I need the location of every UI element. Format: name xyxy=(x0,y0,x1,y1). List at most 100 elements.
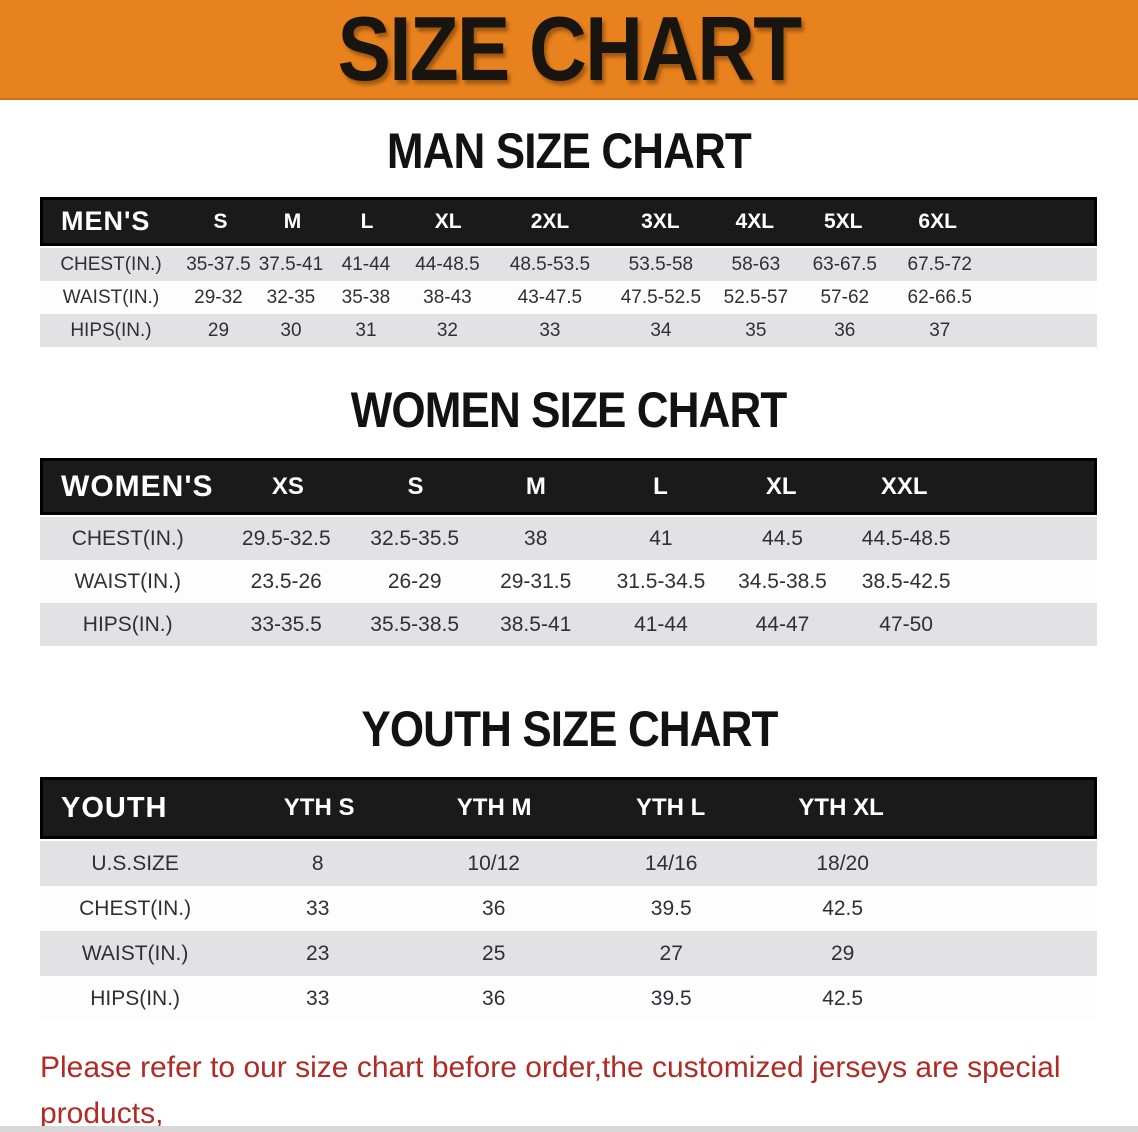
size-value: 29.5-32.5 xyxy=(241,526,331,550)
table-header-row: YOUTH YTH S YTH M YTH L YTH XL xyxy=(40,777,1097,839)
size-column-header: YTH S xyxy=(283,794,355,821)
size-value: 44-48.5 xyxy=(415,253,480,275)
banner-title: SIZE CHART xyxy=(337,0,803,100)
size-column-header: YTH L xyxy=(635,794,706,821)
table-header-row: WOMEN'S XS S M L XL XXL xyxy=(40,458,1097,515)
size-value: 38.5-41 xyxy=(500,612,572,636)
section-title-youth-text: YOUTH SIZE CHART xyxy=(360,701,778,757)
size-value: 35.5-38.5 xyxy=(370,612,460,636)
size-column-header: YTH M xyxy=(456,794,532,821)
row-label: WAIST(IN.) xyxy=(74,569,181,593)
table-row: WAIST(IN.) 29-32 32-35 35-38 38-43 43-47.5 47.… xyxy=(40,281,1097,314)
size-column-header: L xyxy=(360,209,374,233)
size-column-header: XL xyxy=(765,472,797,500)
size-column-header: M xyxy=(525,472,546,500)
size-value: 62-66.5 xyxy=(907,286,972,308)
size-value: 41 xyxy=(649,526,673,550)
size-value: 37 xyxy=(929,319,951,341)
women-size-table: WOMEN'S XS S M L XL XXL CHEST(IN.) 29.5-32.5 32.5… xyxy=(40,458,1097,646)
size-value: 38.5-42.5 xyxy=(861,569,951,593)
size-value: 39.5 xyxy=(650,896,692,920)
size-column-header: S xyxy=(407,472,424,500)
row-label: CHEST(IN.) xyxy=(60,253,162,275)
size-column-header: L xyxy=(653,472,668,500)
size-value: 42.5 xyxy=(822,896,864,920)
row-label: HIPS(IN.) xyxy=(82,612,173,636)
size-value: 44-47 xyxy=(755,612,810,636)
section-title-youth: YOUTH SIZE CHART xyxy=(0,704,1138,754)
size-value: 67.5-72 xyxy=(907,253,972,275)
size-value: 23 xyxy=(306,941,330,965)
table-row: CHEST(IN.) 29.5-32.5 32.5-35.5 38 41 44.5 44.5… xyxy=(40,517,1097,560)
size-column-header: M xyxy=(283,209,302,233)
table-header-label: WOMEN'S xyxy=(61,469,214,503)
size-value: 33 xyxy=(306,986,330,1010)
size-value: 27 xyxy=(659,941,683,965)
size-column-header: 5XL xyxy=(823,209,863,233)
table-header-row: MEN'S S M L XL 2XL 3XL 4XL 5XL 6XL xyxy=(40,197,1097,246)
row-label: WAIST(IN.) xyxy=(81,941,189,965)
size-value: 32 xyxy=(436,319,458,341)
size-value: 52.5-57 xyxy=(723,286,789,308)
size-value: 30 xyxy=(280,319,302,341)
size-column-header: 4XL xyxy=(735,209,775,233)
size-value: 38 xyxy=(524,526,548,550)
table-header-label: YOUTH xyxy=(61,791,168,824)
size-column-header: S xyxy=(213,209,228,233)
size-value: 34 xyxy=(650,319,672,341)
size-value: 36 xyxy=(482,986,506,1010)
footer-disclaimer-line1: Please refer to our size chart before or… xyxy=(40,1051,1061,1130)
size-column-header: 6XL xyxy=(918,209,957,233)
size-value: 29 xyxy=(830,941,855,965)
size-column-header: YTH XL xyxy=(798,794,884,821)
size-value: 43-47.5 xyxy=(517,286,583,308)
size-value: 25 xyxy=(482,941,506,965)
size-value: 35 xyxy=(745,319,767,341)
size-value: 53.5-58 xyxy=(628,253,694,275)
size-value: 63-67.5 xyxy=(812,253,878,275)
size-value: 32.5-35.5 xyxy=(370,526,460,550)
section-title-man: MAN SIZE CHART xyxy=(0,126,1138,176)
size-column-header: XS xyxy=(271,472,304,500)
size-value: 47.5-52.5 xyxy=(620,286,702,308)
table-header-label: MEN'S xyxy=(61,206,151,236)
size-value: 58-63 xyxy=(731,253,781,275)
table-row: HIPS(IN.) 33-35.5 35.5-38.5 38.5-41 41-44 44-… xyxy=(40,603,1097,646)
section-title-man-text: MAN SIZE CHART xyxy=(386,123,752,179)
size-value: 32-35 xyxy=(266,286,316,308)
row-label: HIPS(IN.) xyxy=(90,986,181,1010)
size-value: 31.5-34.5 xyxy=(616,569,706,593)
section-title-women-text: WOMEN SIZE CHART xyxy=(351,382,788,438)
row-label: CHEST(IN.) xyxy=(71,526,184,550)
size-value: 36 xyxy=(834,319,856,341)
size-value: 33-35.5 xyxy=(250,612,322,636)
size-value: 33 xyxy=(306,896,330,920)
size-column-header: XL xyxy=(434,209,462,233)
size-value: 18/20 xyxy=(816,851,869,875)
size-value: 23.5-26 xyxy=(250,569,322,593)
row-label: HIPS(IN.) xyxy=(70,319,152,341)
size-value: 37.5-41 xyxy=(258,253,324,275)
size-value: 36 xyxy=(482,896,506,920)
size-value: 26-29 xyxy=(387,569,442,593)
row-label: CHEST(IN.) xyxy=(79,896,192,920)
size-value: 29-32 xyxy=(194,286,243,308)
size-value: 29 xyxy=(207,319,230,341)
size-value: 41-44 xyxy=(634,612,688,636)
size-value: 48.5-53.5 xyxy=(509,253,591,275)
table-row: U.S.SIZE 8 10/12 14/16 18/20 xyxy=(40,841,1097,886)
table-row: HIPS(IN.) 33 36 39.5 42.5 xyxy=(40,976,1097,1021)
banner: SIZE CHART xyxy=(0,0,1138,100)
size-value: 8 xyxy=(311,851,324,875)
bottom-edge-strip xyxy=(0,1126,1138,1132)
row-label: U.S.SIZE xyxy=(91,851,179,875)
size-value: 31 xyxy=(355,319,377,341)
size-value: 29-31.5 xyxy=(500,569,572,593)
size-column-header: XXL xyxy=(880,472,928,500)
size-value: 47-50 xyxy=(879,612,933,636)
men-size-table: MEN'S S M L XL 2XL 3XL 4XL 5XL 6XL CHEST(IN.) 35-37… xyxy=(40,197,1097,347)
youth-size-table: YOUTH YTH S YTH M YTH L YTH XL U.S.SIZE 8 10/12… xyxy=(40,777,1097,1021)
size-value: 35-38 xyxy=(341,286,391,308)
size-value: 39.5 xyxy=(650,986,692,1010)
